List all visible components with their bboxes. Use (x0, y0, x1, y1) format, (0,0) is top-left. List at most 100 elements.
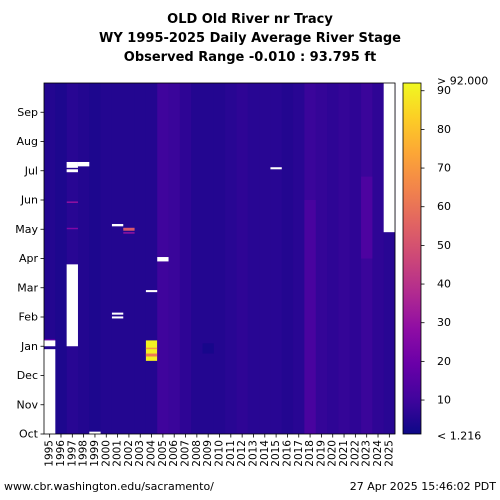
x-tick-label-2000: 2000 (100, 440, 112, 467)
x-tick-label-1995: 1995 (44, 440, 56, 467)
value-block-12 (304, 200, 316, 434)
x-tick-label-2001: 2001 (112, 440, 124, 467)
y-tick-label-Sep: Sep (17, 106, 38, 119)
x-tick-label-2016: 2016 (281, 440, 293, 467)
y-tick-label-Jan: Jan (20, 340, 38, 353)
year-column-2014 (259, 83, 271, 434)
missing-block-12 (270, 167, 282, 170)
missing-block-1 (44, 349, 56, 434)
value-block-4 (145, 340, 158, 361)
missing-block-2 (66, 264, 78, 347)
value-block-9 (55, 83, 67, 434)
year-column-2024 (372, 83, 384, 434)
x-tick-label-2021: 2021 (338, 440, 350, 467)
year-column-2004 (145, 83, 158, 434)
y-tick-label-Oct: Oct (19, 428, 39, 441)
year-column-2008 (191, 83, 203, 434)
year-column-2022 (349, 83, 362, 434)
x-axis: 1995 1996 1997 1998 1999 2000 2001 2002 2003 2004… (44, 434, 395, 467)
x-tick-label-2015: 2015 (270, 440, 282, 467)
colorbar-tick-label-90: 90 (437, 84, 451, 97)
year-column-2001 (111, 83, 124, 434)
colorbar-tick-label-10: 10 (437, 394, 451, 407)
colorbar-tick-label-30: 30 (437, 316, 451, 329)
colorbar-tick-label-70: 70 (437, 162, 451, 175)
title-line-3: Observed Range -0.010 : 93.795 ft (123, 50, 377, 65)
y-tick-label-Feb: Feb (19, 311, 38, 324)
colorbar-tick-label-40: 40 (437, 278, 451, 291)
missing-block-9 (111, 312, 124, 315)
y-tick-label-Jun: Jun (20, 194, 38, 207)
x-tick-label-2010: 2010 (214, 440, 226, 467)
missing-block-10 (145, 290, 158, 293)
x-tick-label-2011: 2011 (225, 440, 237, 467)
value-block-11 (168, 83, 180, 434)
value-block-3 (66, 227, 78, 230)
colorbar-tick-label-50: 50 (437, 239, 451, 252)
year-column-2002 (123, 83, 135, 434)
value-block-6 (145, 347, 158, 350)
year-column-2017 (293, 83, 305, 434)
year-column-2016 (281, 83, 294, 434)
x-tick-label-1997: 1997 (66, 440, 78, 467)
value-block-1 (123, 232, 135, 234)
year-column-2012 (236, 83, 249, 434)
x-tick-label-2014: 2014 (259, 440, 271, 467)
x-tick-label-2019: 2019 (315, 440, 327, 467)
y-tick-label-May: May (15, 223, 38, 236)
year-column-2011 (225, 83, 237, 434)
colorbar-frame (402, 82, 422, 435)
x-tick-label-2002: 2002 (123, 440, 135, 467)
x-tick-label-2009: 2009 (202, 440, 214, 467)
x-tick-label-2023: 2023 (361, 440, 373, 467)
x-tick-label-1998: 1998 (78, 440, 90, 467)
x-tick-label-2006: 2006 (168, 440, 180, 467)
missing-block-3 (66, 169, 78, 173)
footer-timestamp: 27 Apr 2025 15:46:02 PDT (349, 480, 496, 493)
value-block-0 (123, 227, 135, 231)
value-block-2 (66, 201, 78, 203)
value-block-13 (361, 176, 373, 259)
year-column-1998 (77, 83, 90, 434)
x-tick-label-2003: 2003 (134, 440, 146, 467)
y-tick-label-Aug: Aug (17, 135, 38, 148)
y-tick-label-Dec: Dec (17, 369, 38, 382)
colorbar-tick-label-80: 80 (437, 123, 451, 136)
y-axis: Oct Nov Dec Jan Feb Mar Apr May Jun Jul Aug Sep (15, 106, 44, 441)
colorbar-tick-label-20: 20 (437, 355, 451, 368)
year-column-2003 (134, 83, 147, 434)
missing-block-4 (66, 161, 78, 168)
y-tick-label-Jul: Jul (24, 164, 38, 177)
y-tick-label-Mar: Mar (17, 281, 38, 294)
year-column-2009 (202, 83, 215, 434)
x-tick-label-2004: 2004 (146, 440, 158, 467)
plot-area (43, 82, 396, 435)
value-block-8 (202, 343, 214, 354)
x-tick-label-2020: 2020 (327, 440, 339, 467)
x-tick-label-2008: 2008 (191, 440, 203, 467)
year-column-2020 (327, 83, 339, 434)
y-tick-label-Apr: Apr (19, 252, 39, 265)
missing-block-7 (111, 223, 124, 227)
year-column-1997 (66, 83, 79, 434)
missing-block-6 (89, 431, 101, 434)
missing-block-13 (383, 83, 395, 233)
year-column-2015 (270, 83, 283, 434)
colorbar: 10 20 30 40 50 60 70 80 90> 92.000 < 1.216 (402, 75, 488, 443)
x-tick-label-2013: 2013 (247, 440, 259, 467)
colorbar-fill (403, 83, 421, 434)
colorbar-tick-label-60: 60 (437, 200, 451, 213)
year-column-2013 (247, 83, 260, 434)
year-column-2000 (100, 83, 113, 434)
x-tick-label-2025: 2025 (383, 440, 395, 467)
value-block-5 (145, 353, 158, 357)
colorbar-bottom-label: < 1.216 (437, 430, 481, 443)
x-tick-label-1996: 1996 (55, 440, 67, 467)
x-tick-label-1999: 1999 (89, 440, 101, 467)
x-tick-label-2022: 2022 (349, 440, 361, 467)
x-tick-label-2024: 2024 (372, 440, 384, 467)
year-column-2025 (383, 83, 396, 434)
year-column-1999 (89, 83, 101, 434)
x-tick-label-2018: 2018 (304, 440, 316, 467)
